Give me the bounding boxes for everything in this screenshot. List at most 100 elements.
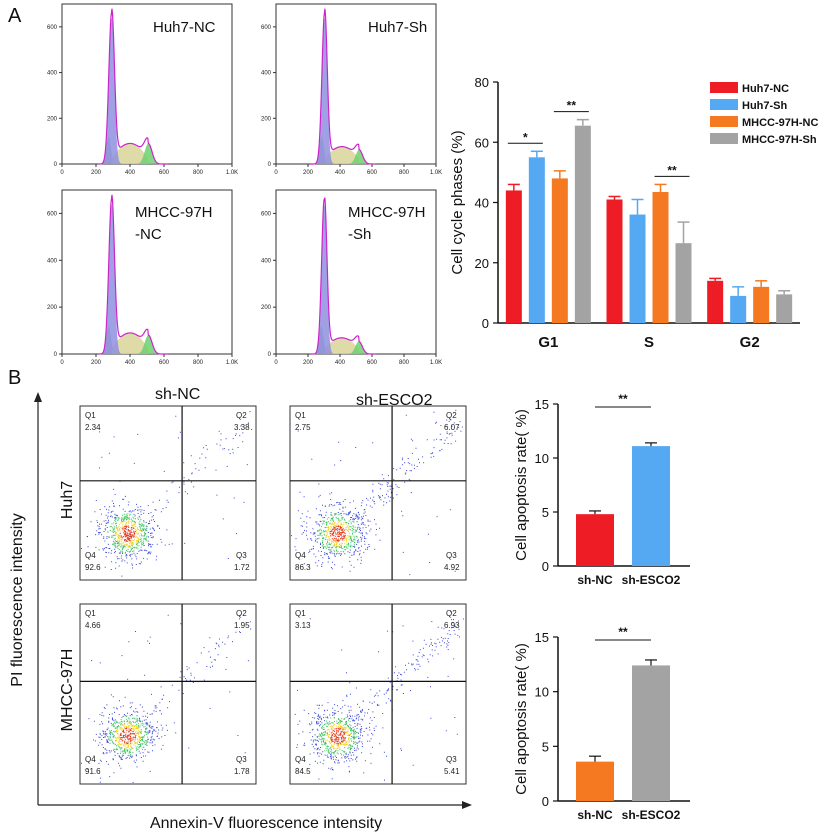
cell-cycle-y-tick-label: 60 <box>475 135 489 150</box>
flow-quadrant-name: Q4 <box>85 755 96 764</box>
histogram-s-phase <box>111 332 149 354</box>
flow-quadrant-value-q1: 2.34 <box>85 423 101 432</box>
apoptosis-category-label: sh-ESCO2 <box>622 573 681 587</box>
flow-events-peak-density <box>329 525 346 542</box>
histogram-x-tick-label: 800 <box>399 360 410 366</box>
flow-quadrant-value-q3: 1.78 <box>234 767 250 776</box>
flow-y-axis-label: PI fluorescence intensity <box>9 513 26 686</box>
cell-cycle-significance-label: ** <box>567 99 577 113</box>
apoptosis-category-label: sh-NC <box>577 808 613 822</box>
histogram-label-huh7-nc: Huh7-NC <box>153 19 216 36</box>
histogram-y-tick-label: 400 <box>261 258 272 264</box>
flow-quadrant-value-q4: 84.5 <box>295 767 311 776</box>
cell-cycle-legend-swatch <box>710 116 738 127</box>
histogram-y-tick-label: 400 <box>261 71 272 77</box>
cell-cycle-bar <box>707 280 724 323</box>
histogram-y-tick-label: 0 <box>268 352 272 358</box>
histogram-y-tick-label: 600 <box>261 211 272 217</box>
apoptosis-y-tick-label: 10 <box>535 451 549 466</box>
apoptosis-y-tick-label: 0 <box>542 559 549 574</box>
histogram-s-phase <box>324 146 360 164</box>
histogram-g2-peak <box>344 341 372 354</box>
flow-events-peak-density <box>119 525 136 542</box>
apoptosis-chart-mhcc: 0 5 10 15 Cell apoptosis rate( %) sh-NC sh-ESC… <box>513 625 690 822</box>
histogram-x-tick-label: 200 <box>303 170 314 176</box>
histogram-x-tick-label: 400 <box>125 360 136 366</box>
histogram-x-tick-label: 200 <box>91 360 102 366</box>
flow-quadrant-value-q1: 4.66 <box>85 621 101 630</box>
histogram-g1-peak <box>311 204 336 354</box>
histogram-label-mhcc-nc-line2: -NC <box>135 226 162 243</box>
histogram-g2-peak <box>135 143 164 164</box>
flow-quadrant-name: Q4 <box>295 551 306 560</box>
histogram-s-phase <box>111 143 149 164</box>
histogram-label-huh7-sh: Huh7-Sh <box>368 19 427 36</box>
cell-cycle-legend-label: Huh7-Sh <box>742 100 788 112</box>
flow-quadrant-value-q2: 1.95 <box>234 621 250 630</box>
histogram-fit-curve <box>310 197 376 355</box>
histogram-y-tick-label: 0 <box>54 352 58 358</box>
flow-col-header-sh-nc: sh-NC <box>155 386 200 403</box>
cell-cycle-y-tick-label: 0 <box>482 316 489 331</box>
flow-quadrant-name: Q3 <box>446 755 457 764</box>
flow-quadrant-value-q2: 6.93 <box>444 621 460 630</box>
flow-quadrant-value-q4: 91.6 <box>85 767 101 776</box>
flow-quadrant-value-q1: 2.75 <box>295 423 311 432</box>
panel-label-b: B <box>8 367 21 389</box>
cell-cycle-bar <box>753 286 770 323</box>
histogram-x-tick-label: 200 <box>303 360 314 366</box>
flow-events-peak-density <box>330 727 346 745</box>
histogram-y-tick-label: 200 <box>261 305 272 311</box>
cell-cycle-bar <box>675 243 692 323</box>
flow-quadrant-name: Q3 <box>446 551 457 560</box>
flow-events-peak-density <box>119 727 137 745</box>
flow-plot-frame <box>79 603 257 785</box>
flow-quadrant-value-q4: 86.3 <box>295 563 311 572</box>
flow-plot-frame <box>289 405 467 581</box>
flow-quadrant-value-q3: 4.92 <box>444 563 460 572</box>
histogram-y-tick-label: 400 <box>47 71 58 77</box>
histogram-x-tick-label: 800 <box>399 170 410 176</box>
cell-cycle-legend-label: Huh7-NC <box>742 83 789 95</box>
flow-quadrant-name: Q2 <box>236 609 247 618</box>
apoptosis-y-tick-label: 5 <box>542 505 549 520</box>
cell-cycle-significance-label: * <box>523 130 528 144</box>
histogram-g1-peak <box>100 18 126 164</box>
flow-events-high-density <box>324 722 352 750</box>
histogram-x-tick-label: 400 <box>125 170 136 176</box>
cell-cycle-significance-label: ** <box>667 163 677 177</box>
apoptosis-y-tick-label: 10 <box>535 685 549 700</box>
cell-cycle-category-label: G1 <box>538 334 558 351</box>
flow-row-header-huh7: Huh7 <box>59 481 76 519</box>
histogram-y-tick-label: 200 <box>47 116 58 122</box>
flow-quadrant-value-q2: 6.07 <box>444 423 460 432</box>
histogram-x-tick-label: 1.0K <box>430 170 442 176</box>
histogram-y-tick-label: 0 <box>268 162 272 168</box>
cell-cycle-bar <box>629 214 646 323</box>
cell-cycle-category-label: G2 <box>740 334 760 351</box>
histogram-y-tick-label: 600 <box>47 211 58 217</box>
flow-quadrant-name: Q1 <box>85 411 96 420</box>
flow-quadrant-name: Q1 <box>295 609 306 618</box>
histogram-g1-peak <box>311 18 336 164</box>
histogram-x-tick-label: 0 <box>274 170 278 176</box>
histogram-x-tick-label: 1.0K <box>226 170 238 176</box>
cell-cycle-bar <box>528 157 545 323</box>
histogram-s-phase <box>324 337 359 354</box>
histogram-y-tick-label: 600 <box>47 25 58 31</box>
flow-quadrant-name: Q3 <box>236 755 247 764</box>
flow-quadrant-name: Q2 <box>446 411 457 420</box>
flow-plot-frame <box>79 405 257 581</box>
flow-quadrant-value-q2: 3.38 <box>234 423 250 432</box>
cell-cycle-bar <box>730 295 747 323</box>
flow-x-axis-label: Annexin-V fluorescence intensity <box>150 815 382 832</box>
flow-events-high-density <box>114 520 142 547</box>
histogram-panels: 0 200 400 600 800 1.0K 0 200 400 600 0 200 400 600 800… <box>47 3 442 366</box>
flow-events-high-density <box>325 520 351 547</box>
histogram-y-tick-label: 0 <box>54 162 58 168</box>
histogram-x-tick-label: 600 <box>159 170 170 176</box>
histogram-fit-curve <box>97 8 169 165</box>
flow-events-low-density <box>291 409 463 576</box>
flow-y-arrowhead-icon <box>34 392 42 402</box>
